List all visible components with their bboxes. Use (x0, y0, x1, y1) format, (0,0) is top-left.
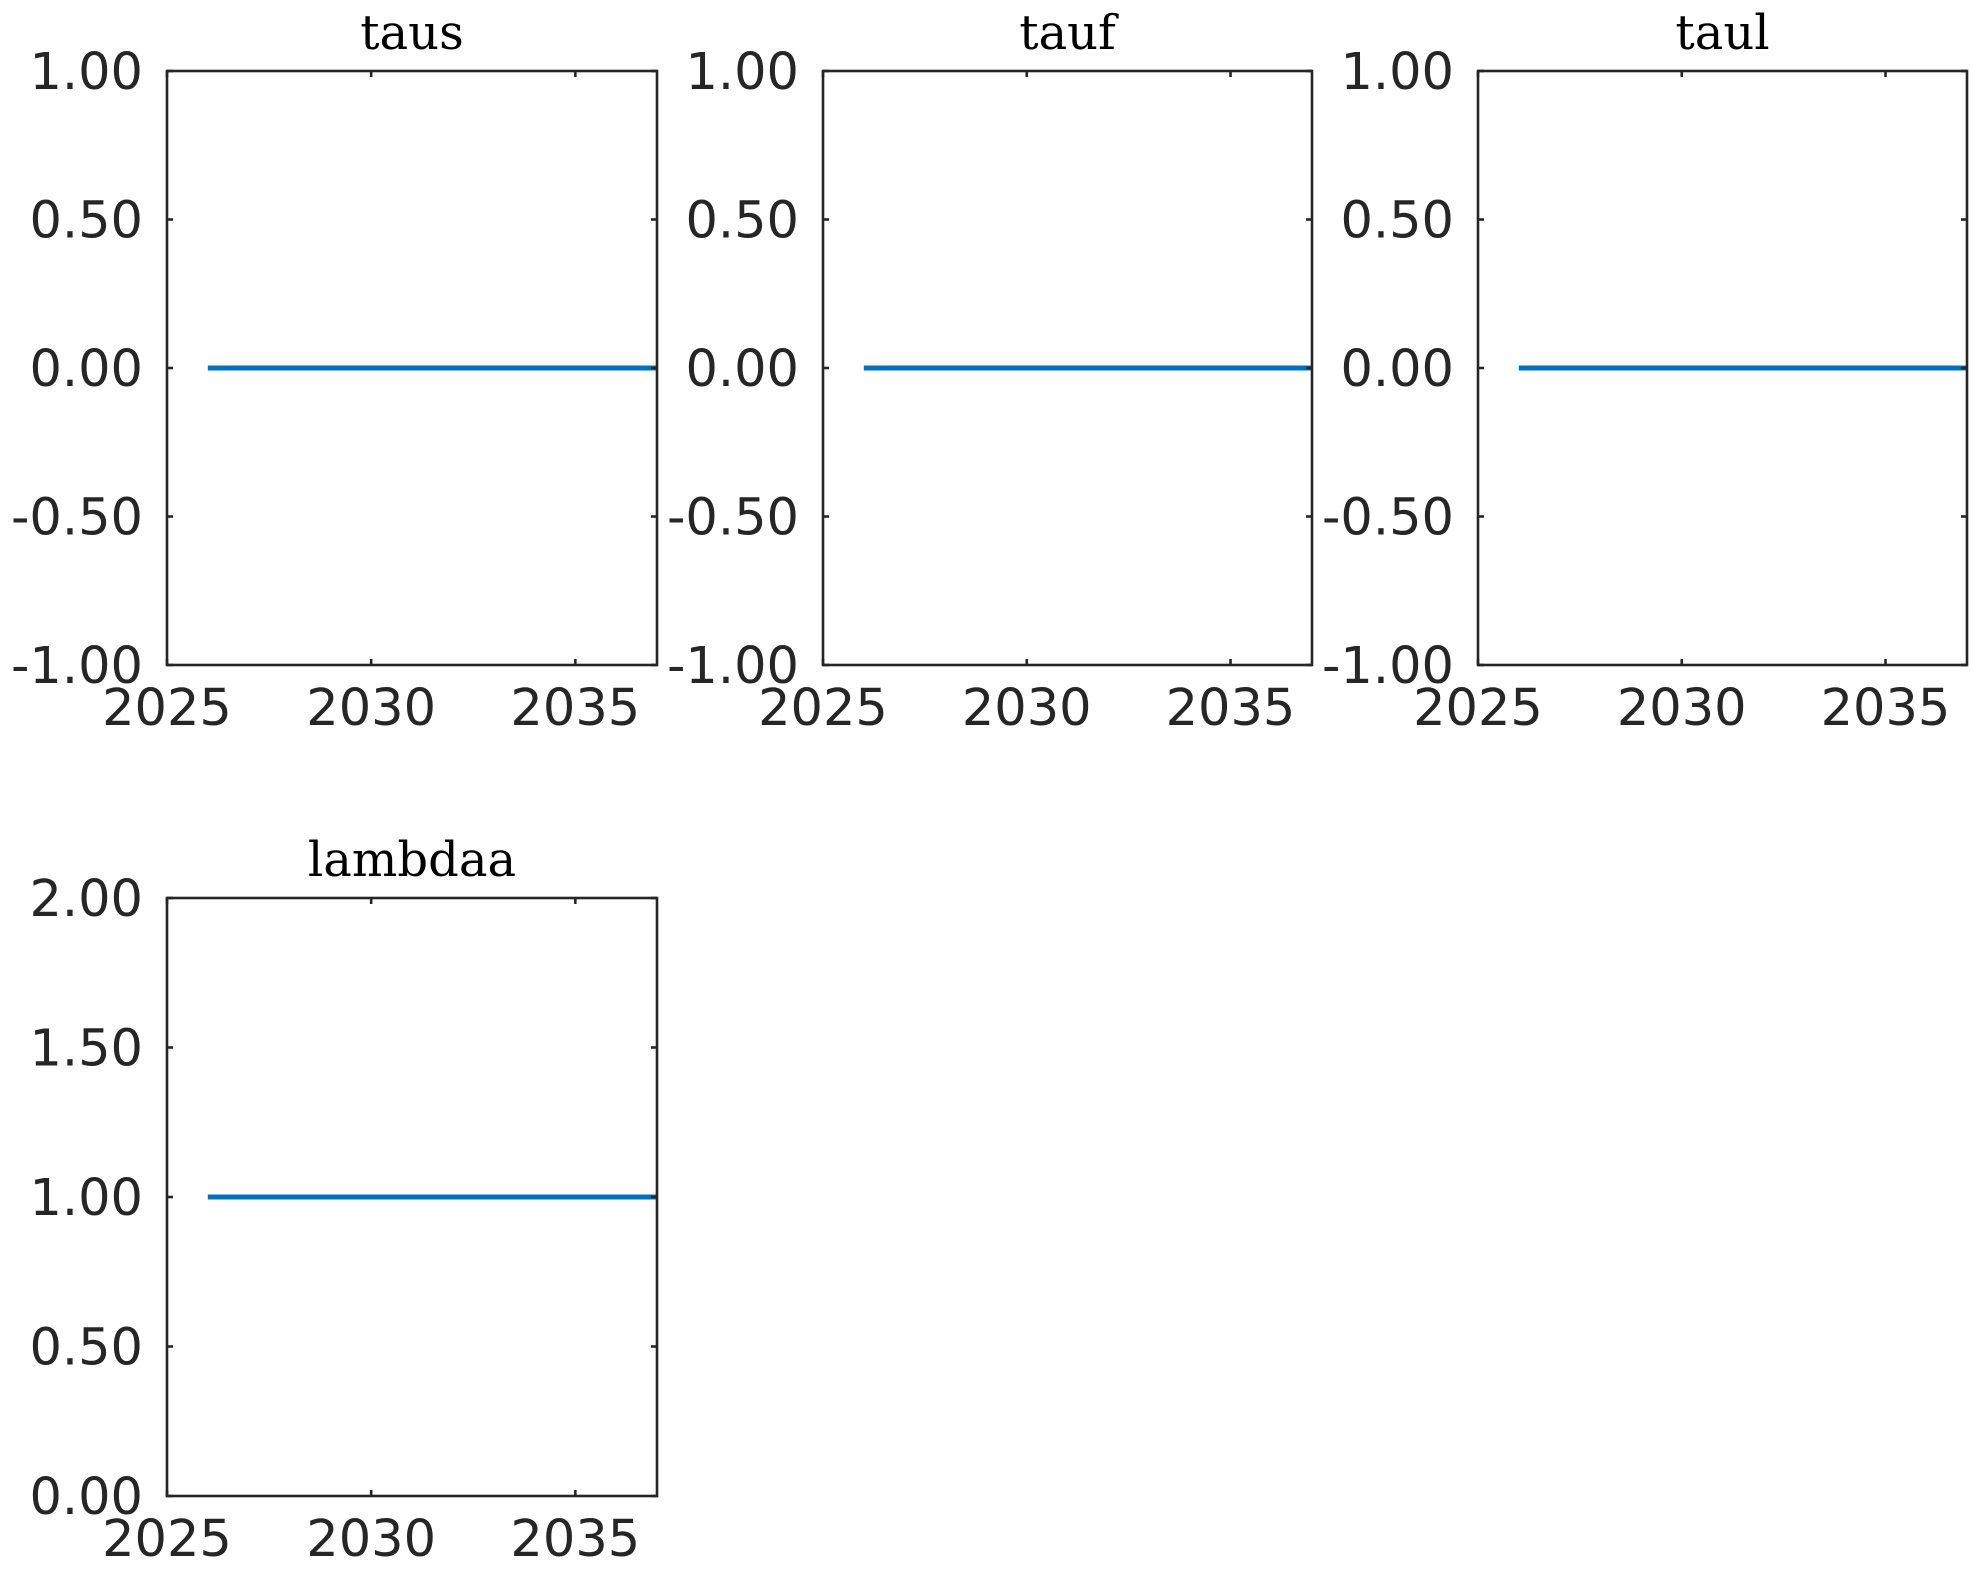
subplot-title: taus (360, 5, 463, 61)
y-tick-label: 1.00 (29, 43, 143, 102)
y-tick-label: 0.00 (29, 1468, 143, 1527)
x-tick-label: 2035 (510, 679, 640, 738)
subplot-3: 2025 2030 2035 0.00 0.50 1.00 1.50 2.00 lambdaa (29, 832, 659, 1569)
y-tick-label: -0.50 (667, 489, 799, 548)
subplot-title: lambdaa (308, 832, 516, 888)
x-tick-label: 2025 (102, 679, 232, 738)
subplot-title: taul (1675, 5, 1769, 61)
x-tick-label: 2030 (1617, 679, 1747, 738)
y-tick-label: 1.00 (685, 43, 799, 102)
x-tick-label: 2025 (102, 1510, 232, 1569)
y-tick-label: 1.00 (1340, 43, 1454, 102)
subplot-0: 2025 2030 2035 -1.00 -0.50 0.00 0.50 1.00 taus (11, 5, 659, 738)
y-tick-label: 0.50 (1340, 192, 1454, 251)
y-tick-label: 1.50 (29, 1020, 143, 1079)
subplot-2: 2025 2030 2035 -1.00 -0.50 0.00 0.50 1.00 taul (1322, 5, 1969, 738)
y-tick-label: -1.00 (667, 637, 799, 696)
subplot-title: tauf (1019, 5, 1119, 61)
y-tick-label: 1.00 (29, 1169, 143, 1228)
y-tick-label: 0.00 (29, 340, 143, 399)
y-tick-label: -1.00 (11, 637, 143, 696)
y-tick-label: 0.50 (29, 192, 143, 251)
y-tick-label: 2.00 (29, 870, 143, 929)
x-tick-label: 2025 (1413, 679, 1543, 738)
y-tick-label: -0.50 (11, 489, 143, 548)
x-tick-label: 2030 (962, 679, 1092, 738)
y-tick-label: 0.00 (1340, 340, 1454, 399)
x-tick-label: 2035 (1821, 679, 1951, 738)
subplot-1: 2025 2030 2035 -1.00 -0.50 0.00 0.50 1.00 tauf (667, 5, 1314, 738)
y-tick-label: 0.00 (685, 340, 799, 399)
x-tick-label: 2035 (510, 1510, 640, 1569)
y-tick-label: 0.50 (29, 1319, 143, 1378)
x-tick-label: 2035 (1166, 679, 1296, 738)
x-tick-label: 2030 (306, 679, 436, 738)
y-tick-label: 0.50 (685, 192, 799, 251)
y-tick-label: -0.50 (1322, 489, 1454, 548)
x-tick-label: 2030 (306, 1510, 436, 1569)
x-tick-label: 2025 (758, 679, 888, 738)
y-tick-label: -1.00 (1322, 637, 1454, 696)
